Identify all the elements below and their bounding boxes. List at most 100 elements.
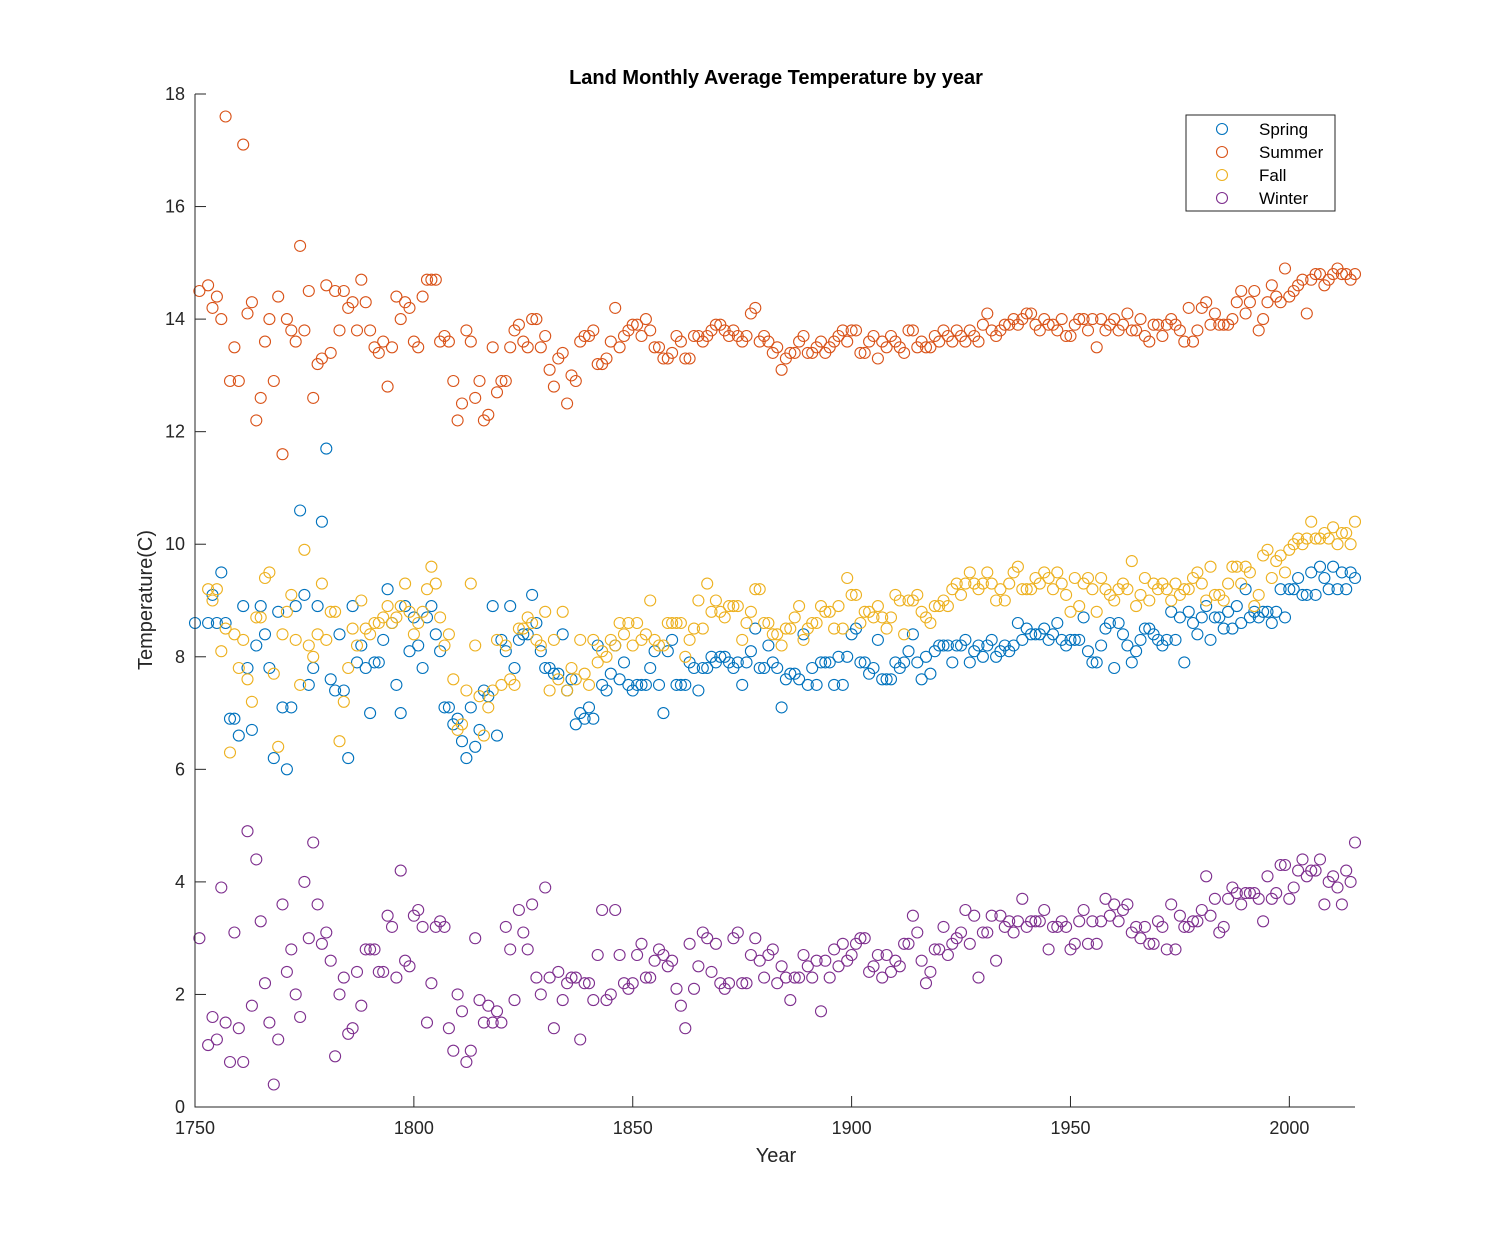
data-point-fall: [1121, 583, 1134, 596]
data-point-fall: [368, 616, 381, 630]
data-point-fall: [1081, 571, 1095, 585]
data-point-winter: [1173, 909, 1186, 922]
data-point-winter: [307, 836, 320, 849]
data-point-winter: [845, 948, 858, 962]
data-point-spring: [1313, 560, 1327, 573]
data-point-fall: [1090, 605, 1103, 618]
y-tick-label: 18: [165, 84, 185, 104]
data-point-winter: [766, 943, 779, 956]
data-point-winter: [635, 937, 648, 950]
data-point-spring: [919, 650, 933, 663]
data-point-winter: [801, 960, 814, 973]
data-point-winter: [311, 898, 324, 911]
data-point-fall: [438, 639, 451, 652]
data-point-winter: [1230, 887, 1243, 900]
data-point-fall: [766, 628, 779, 641]
data-point-summer: [232, 374, 245, 388]
data-point-summer: [403, 301, 416, 314]
data-point-summer: [679, 352, 692, 365]
data-point-fall: [871, 600, 884, 613]
data-point-fall: [1252, 588, 1265, 601]
data-point-winter: [490, 1005, 504, 1018]
data-point-fall: [644, 594, 657, 607]
data-point-summer: [1090, 341, 1103, 354]
data-point-spring: [1081, 645, 1095, 658]
data-point-winter: [631, 948, 644, 962]
data-point-spring: [329, 684, 342, 697]
data-point-spring: [976, 650, 989, 663]
data-point-winter: [320, 926, 333, 939]
data-point-fall: [981, 566, 994, 579]
data-point-winter: [416, 920, 429, 933]
data-point-winter: [1200, 870, 1213, 883]
data-point-fall: [420, 583, 434, 596]
data-point-spring: [884, 673, 898, 686]
data-point-summer: [613, 341, 626, 354]
data-point-winter: [329, 1050, 342, 1063]
data-point-fall: [1020, 583, 1033, 596]
data-point-spring: [1335, 566, 1348, 579]
data-point-spring: [1103, 616, 1116, 630]
data-point-winter: [924, 965, 937, 978]
data-point-winter: [499, 920, 512, 933]
data-point-summer: [1020, 307, 1033, 320]
data-point-fall: [622, 616, 635, 630]
data-point-winter: [591, 948, 604, 962]
data-point-fall: [793, 600, 806, 613]
data-point-winter: [241, 825, 254, 838]
data-point-fall: [460, 684, 473, 697]
data-point-spring: [412, 639, 425, 652]
data-point-winter: [1099, 892, 1112, 905]
data-point-spring: [504, 600, 517, 613]
x-tick-label: 1900: [832, 1118, 872, 1138]
data-point-winter: [464, 1044, 477, 1057]
data-point-spring: [867, 661, 880, 675]
data-point-summer: [1239, 307, 1252, 320]
data-point-fall: [447, 673, 460, 686]
data-point-fall: [1265, 571, 1278, 585]
data-point-spring: [1073, 633, 1086, 646]
data-point-winter: [832, 960, 845, 973]
data-point-fall: [1143, 594, 1156, 607]
data-point-summer: [512, 318, 525, 331]
data-point-summer: [377, 335, 390, 348]
legend-label-spring: Spring: [1259, 120, 1308, 139]
series-spring: [188, 442, 1362, 776]
data-point-spring: [364, 707, 377, 720]
data-point-fall: [1042, 571, 1055, 585]
data-point-spring: [1138, 622, 1151, 635]
data-point-summer: [210, 290, 223, 303]
data-point-fall: [1165, 594, 1178, 607]
data-point-fall: [1055, 577, 1068, 590]
data-point-spring: [416, 661, 429, 675]
data-point-fall: [898, 628, 911, 641]
data-point-winter: [906, 909, 919, 922]
data-point-winter: [302, 932, 315, 945]
data-point-winter: [1178, 920, 1191, 933]
data-point-fall: [1191, 566, 1204, 579]
data-point-spring: [959, 633, 972, 646]
data-point-spring: [289, 600, 302, 613]
data-point-spring: [692, 684, 705, 697]
data-point-fall: [661, 616, 674, 630]
data-point-spring: [1125, 656, 1138, 669]
data-point-winter: [1038, 903, 1051, 917]
data-point-winter: [941, 948, 954, 962]
data-point-fall: [849, 588, 863, 601]
data-point-spring: [219, 616, 232, 630]
data-point-fall: [1134, 588, 1147, 601]
data-point-spring: [1331, 583, 1344, 596]
data-point-fall: [206, 594, 219, 607]
data-point-fall: [1095, 571, 1108, 585]
data-point-spring: [1217, 622, 1230, 635]
data-point-summer: [1217, 318, 1230, 331]
data-point-fall: [617, 628, 631, 641]
data-point-winter: [1134, 932, 1147, 945]
data-point-winter: [359, 943, 372, 956]
data-point-winter: [771, 977, 784, 990]
data-point-winter: [285, 943, 298, 956]
series-summer: [193, 110, 1362, 461]
data-point-spring: [368, 656, 381, 669]
data-point-spring: [828, 678, 841, 691]
data-point-summer: [639, 313, 652, 326]
